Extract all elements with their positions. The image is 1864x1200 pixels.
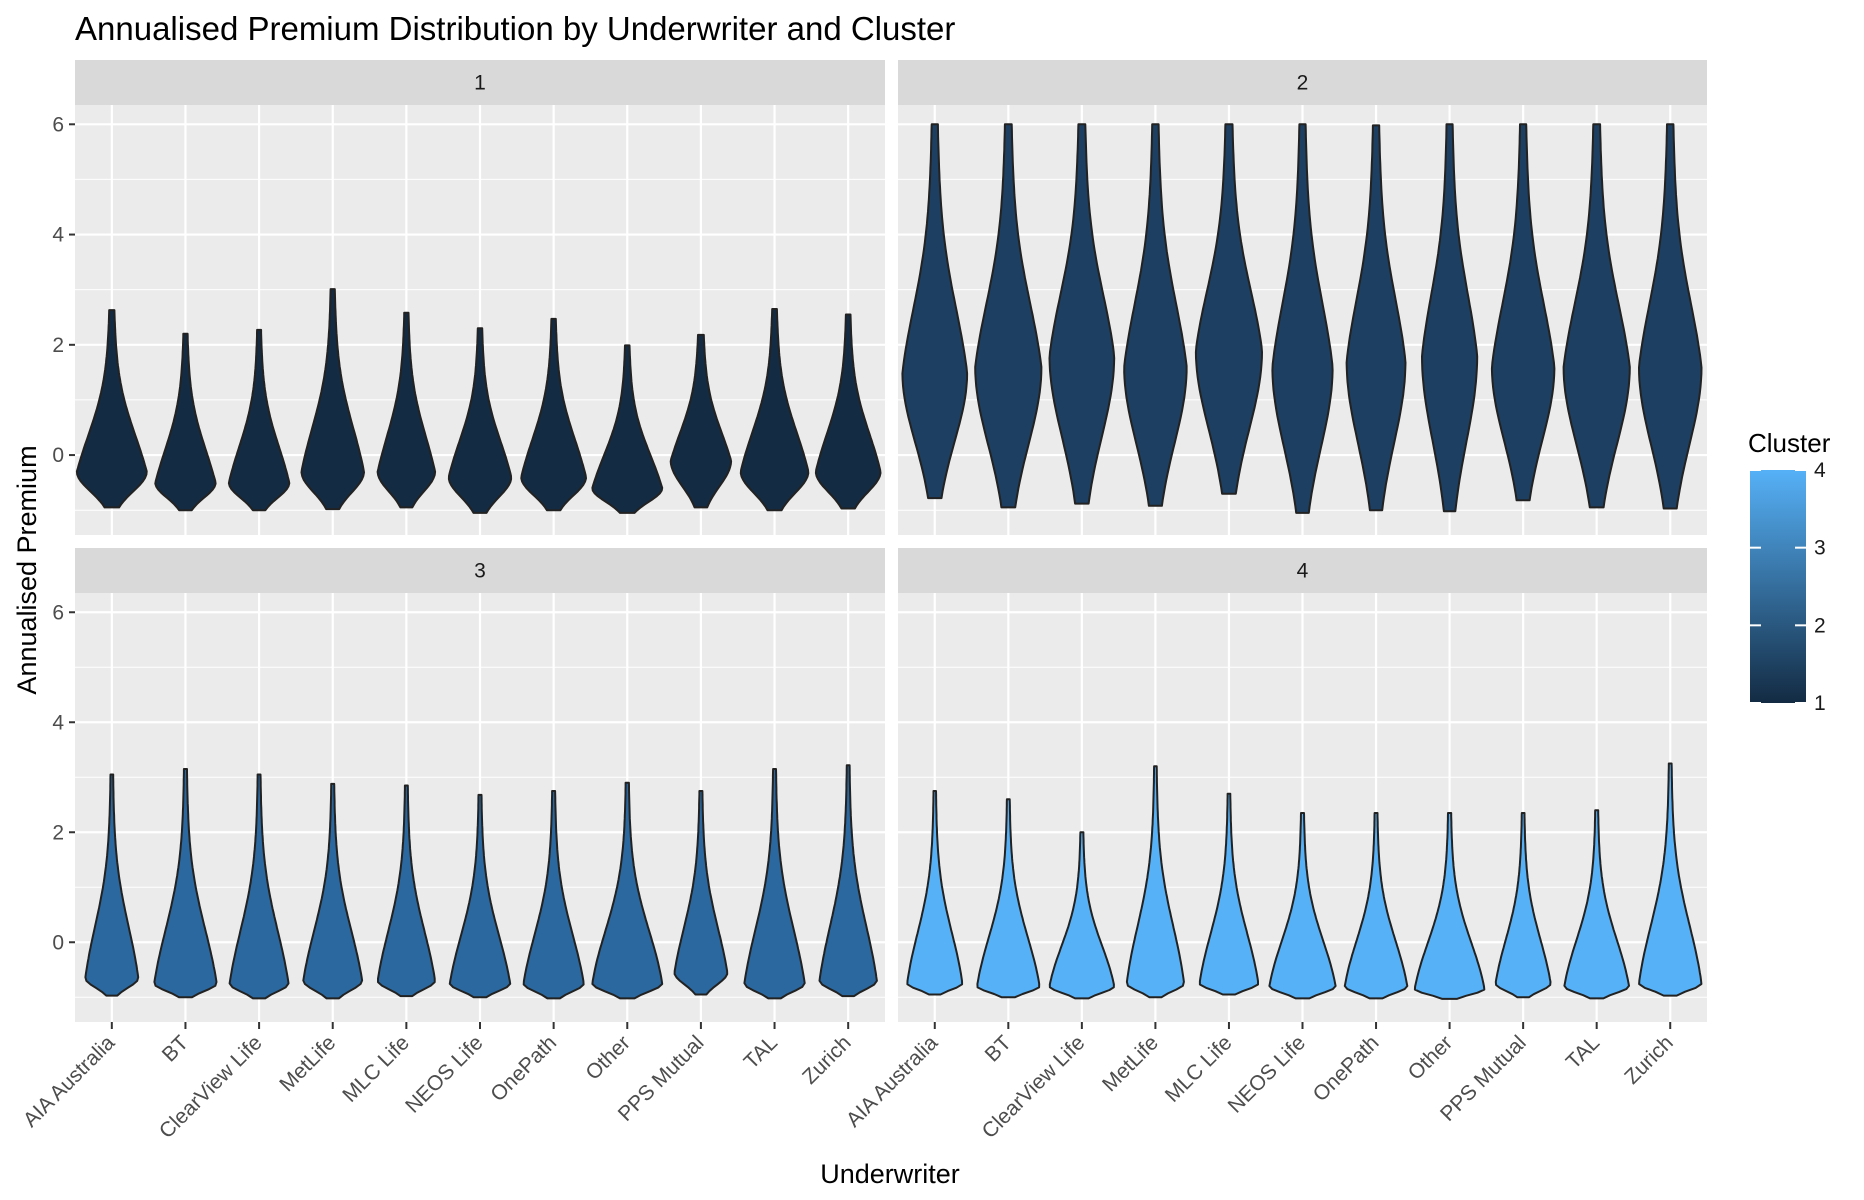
x-tick-label: TAL	[1562, 1031, 1604, 1073]
violin-onepath	[1345, 124, 1407, 512]
violin-mlc-life	[1198, 792, 1259, 996]
violin-mlc-life	[1194, 123, 1263, 495]
y-tick-label: 6	[52, 113, 64, 136]
violin-tal	[739, 308, 810, 512]
violin-bt	[976, 798, 1041, 999]
legend-colorbar	[1750, 470, 1806, 703]
legend-label: 3	[1814, 537, 1826, 560]
violin-pps-mutual	[673, 790, 729, 996]
legend-label: 4	[1814, 459, 1826, 482]
x-tick-label: BT	[158, 1031, 193, 1066]
violin-clearview-life	[1048, 123, 1116, 505]
facet-strip-label: 2	[1297, 72, 1309, 95]
violin-neos-life	[448, 793, 512, 999]
violin-other	[591, 781, 664, 1000]
violin-metlife	[1125, 765, 1185, 999]
legend-label: 1	[1814, 692, 1826, 715]
violin-tal	[1562, 123, 1631, 509]
violin-neos-life	[447, 327, 513, 514]
violin-bt	[974, 123, 1043, 509]
violin-zurich	[814, 313, 882, 510]
facet-panel-1: 1 0 2 4 6	[52, 60, 885, 535]
violin-bt	[153, 768, 218, 999]
violin-mlc-life	[377, 784, 436, 998]
violin-clearview-life	[1048, 831, 1115, 1000]
violin-neos-life	[1271, 123, 1334, 514]
violin-other	[591, 344, 664, 514]
x-tick-label: AIA Australia	[842, 1031, 943, 1132]
violin-mlc-life	[376, 311, 437, 509]
facet-strip	[75, 60, 885, 105]
y-axis-title: Annualised Premium	[12, 445, 42, 694]
violin-tal	[1563, 809, 1630, 1000]
x-tick-label: NEOS Life	[401, 1031, 487, 1117]
violin-clearview-life	[228, 773, 290, 1000]
violin-onepath	[1343, 812, 1409, 1000]
violin-bt	[154, 332, 217, 512]
x-tick-label: Other	[581, 1031, 634, 1084]
x-axis-title: Underwriter	[820, 1159, 960, 1189]
violin-zurich	[1638, 762, 1703, 997]
violin-pps-mutual	[1494, 812, 1552, 999]
legend: Cluster 1 2 3 4	[1748, 428, 1831, 715]
violin-aia-australia	[75, 309, 148, 509]
facet-strip	[898, 548, 1707, 593]
violin-aia-australia	[84, 773, 140, 997]
violin-zurich	[1638, 123, 1703, 510]
x-tick-label: Zurich	[1620, 1031, 1678, 1089]
violin-pps-mutual	[669, 333, 733, 509]
x-tick-label: OnePath	[486, 1031, 561, 1106]
violin-pps-mutual	[1490, 123, 1556, 502]
y-tick-label: 2	[52, 821, 64, 844]
x-tick-label: MetLife	[1098, 1031, 1163, 1096]
x-tick-label: BT	[981, 1031, 1016, 1066]
x-tick-label: OnePath	[1309, 1031, 1384, 1106]
legend-label: 2	[1814, 614, 1826, 637]
y-tick-label: 4	[52, 224, 64, 247]
x-tick-label: MetLife	[275, 1031, 340, 1096]
violin-zurich	[818, 764, 878, 998]
y-tick-label: 6	[52, 601, 64, 624]
violin-metlife	[1123, 123, 1188, 507]
x-tick-label: AIA Australia	[19, 1031, 120, 1132]
legend-title: Cluster	[1748, 428, 1831, 458]
facet-strip	[75, 548, 885, 593]
facet-strip-label: 3	[474, 560, 486, 583]
violin-neos-life	[1268, 812, 1337, 1000]
violin-onepath	[520, 317, 587, 512]
y-tick-label: 2	[52, 334, 64, 357]
facet-strip-label: 1	[474, 72, 486, 95]
violin-onepath	[522, 790, 585, 1000]
violin-metlife	[300, 288, 365, 511]
facet-panel-2: 2	[898, 60, 1707, 535]
facet-strip-label: 4	[1297, 560, 1309, 583]
violin-aia-australia	[906, 790, 964, 996]
x-tick-label: MLC Life	[1161, 1031, 1237, 1107]
y-tick-label: 4	[52, 711, 64, 734]
violin-tal	[743, 768, 806, 1000]
y-tick-label: 0	[52, 931, 64, 954]
x-tick-label: NEOS Life	[1224, 1031, 1310, 1117]
x-tick-label: Other	[1404, 1031, 1457, 1084]
x-tick-label: MLC Life	[338, 1031, 414, 1107]
violin-metlife	[302, 782, 364, 1000]
violin-clearview-life	[227, 328, 291, 512]
chart-title: Annualised Premium Distribution by Under…	[75, 10, 955, 47]
facet-strip	[898, 60, 1707, 105]
violin-other	[1421, 123, 1479, 513]
x-tick-label: Zurich	[798, 1031, 856, 1089]
violin-other	[1413, 812, 1486, 1000]
y-tick-label: 0	[52, 444, 64, 467]
violin-aia-australia	[901, 123, 969, 500]
x-tick-label: TAL	[740, 1031, 782, 1073]
